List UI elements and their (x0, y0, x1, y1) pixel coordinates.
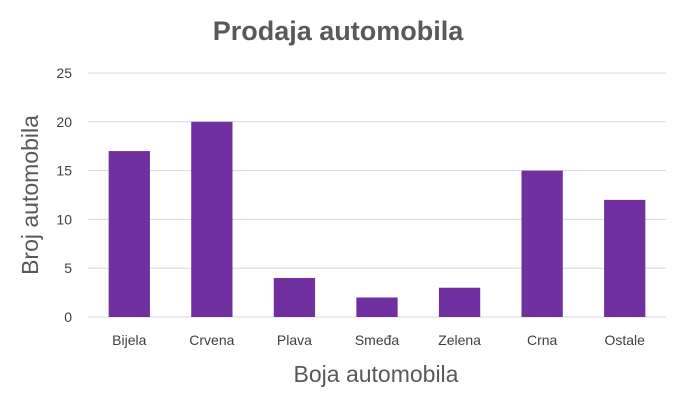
x-axis-ticks: Bijela Crvena Plava Smeđa Zelena Crna Ostale (112, 332, 645, 348)
x-tick-label: Plava (277, 332, 312, 348)
x-tick-label: Crvena (189, 332, 234, 348)
y-tick-label: 20 (56, 114, 72, 130)
bar (521, 170, 563, 317)
y-tick-label: 15 (56, 163, 72, 179)
x-tick-label: Crna (527, 332, 558, 348)
bars (108, 121, 646, 317)
bar (356, 297, 398, 317)
chart-title: Prodaja automobila (213, 16, 465, 46)
y-axis-ticks: 0 5 10 15 20 25 (56, 65, 72, 325)
x-tick-label: Bijela (112, 332, 146, 348)
bar (604, 199, 646, 317)
x-tick-label: Zelena (438, 332, 481, 348)
y-tick-label: 0 (64, 309, 72, 325)
y-axis-label: Broj automobila (17, 115, 43, 275)
x-axis-label: Boja automobila (294, 361, 459, 387)
bar (273, 277, 316, 317)
x-tick-label: Ostale (604, 332, 645, 348)
gridlines (88, 72, 666, 318)
y-tick-label: 10 (56, 211, 72, 227)
y-tick-label: 5 (64, 260, 72, 276)
x-tick-label: Smeđa (355, 332, 400, 348)
bar (191, 121, 233, 317)
bar (108, 151, 150, 317)
y-tick-label: 25 (56, 65, 72, 81)
bar (438, 287, 481, 317)
